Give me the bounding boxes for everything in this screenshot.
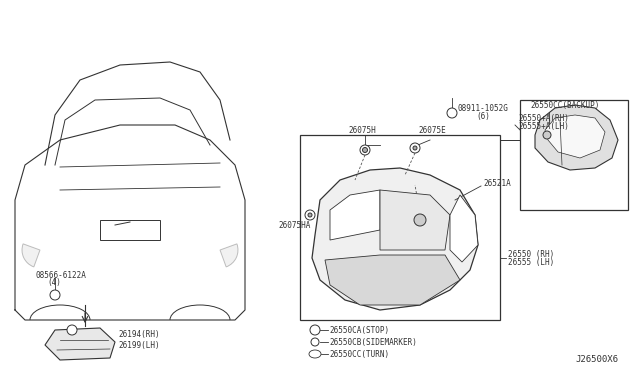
Circle shape [311,338,319,346]
Polygon shape [330,190,380,240]
Circle shape [410,143,420,153]
Text: J26500X6: J26500X6 [575,356,618,365]
Polygon shape [450,195,478,262]
Text: 26555 (LH): 26555 (LH) [508,259,554,267]
Text: 26550+A(RH): 26550+A(RH) [518,113,569,122]
Circle shape [305,210,315,220]
Text: 26550CB(SIDEMARKER): 26550CB(SIDEMARKER) [329,337,417,346]
Circle shape [310,325,320,335]
Circle shape [362,148,367,153]
Text: 26550 (RH): 26550 (RH) [508,250,554,260]
Text: 26075E: 26075E [418,125,445,135]
Bar [100,220,160,240]
Text: 26075HA: 26075HA [278,221,310,230]
Text: 26550CA(STOP): 26550CA(STOP) [329,326,389,334]
Circle shape [308,213,312,217]
Polygon shape [45,328,115,360]
Ellipse shape [309,350,321,358]
Text: (4): (4) [47,279,61,288]
Text: 26075H: 26075H [348,125,376,135]
Text: 08911-1052G: 08911-1052G [458,103,509,112]
Circle shape [50,290,60,300]
Wedge shape [220,244,238,267]
Polygon shape [312,168,478,310]
Polygon shape [380,190,450,250]
Bar [520,100,628,210]
Circle shape [360,145,370,155]
Text: 26550CC(BACKUP): 26550CC(BACKUP) [530,100,600,109]
Text: S: S [70,327,74,333]
Text: 08566-6122A: 08566-6122A [35,270,86,279]
Text: S: S [53,292,57,298]
Text: 26521A: 26521A [483,179,511,187]
Circle shape [413,146,417,150]
Circle shape [414,214,426,226]
Text: 26550CC(TURN): 26550CC(TURN) [329,350,389,359]
Circle shape [543,131,551,139]
Wedge shape [22,244,40,267]
Text: (6): (6) [476,112,490,121]
Bar [300,135,500,320]
Polygon shape [545,115,605,158]
Circle shape [67,325,77,335]
Polygon shape [535,105,618,170]
Text: 26555+A(LH): 26555+A(LH) [518,122,569,131]
Circle shape [447,108,457,118]
Text: N: N [450,110,454,115]
Polygon shape [325,255,460,305]
Text: 26194(RH)
26199(LH): 26194(RH) 26199(LH) [118,330,159,350]
